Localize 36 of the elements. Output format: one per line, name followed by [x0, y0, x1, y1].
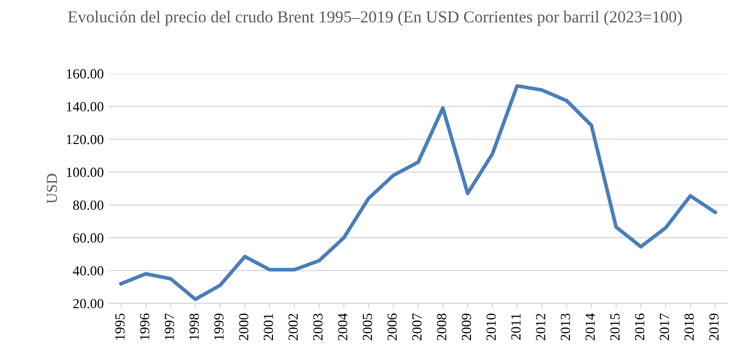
y-tick-label: 80.00: [73, 200, 104, 210]
x-tick-label: 2008: [436, 314, 446, 340]
y-tick-label: 20.00: [73, 298, 104, 308]
x-tick-label: 2011: [511, 314, 521, 340]
x-tick-label: 2017: [660, 313, 670, 340]
x-tick-label: 2001: [264, 314, 274, 340]
y-tick-label: 120.00: [66, 134, 104, 144]
y-axis-title: USD: [46, 174, 58, 204]
y-tick-label: 160.00: [66, 69, 104, 79]
x-tick-label: 2007: [412, 313, 422, 340]
x-tick-label: 2003: [313, 314, 323, 340]
x-tick-label: 2013: [560, 314, 570, 340]
x-tick-label: 2002: [288, 314, 298, 340]
x-tick-label: 1998: [189, 314, 199, 340]
x-tick-label: 2006: [387, 313, 397, 340]
x-tick-label: 2014: [585, 313, 595, 340]
x-tick-label: 2010: [486, 314, 496, 340]
x-tick-label: 2000: [238, 314, 248, 340]
x-tick-label: 1999: [214, 314, 224, 340]
y-tick-label: 140.00: [66, 102, 104, 112]
x-tick-label: 1995: [115, 314, 125, 340]
chart-title: Evolución del precio del crudo Brent 1995–2019 (En USD Corrientes por barril (2023=100): [68, 10, 682, 26]
x-tick-label: 2018: [684, 314, 694, 340]
y-tick-label: 100.00: [66, 168, 104, 178]
x-tick-label: 2019: [709, 314, 719, 340]
y-tick-label: 60.00: [73, 233, 104, 243]
x-tick-label: 1997: [164, 313, 174, 340]
x-tick-label: 1996: [140, 313, 150, 340]
x-tick-label: 2012: [536, 314, 546, 340]
x-tick-label: 2015: [610, 314, 620, 340]
x-tick-label: 2009: [462, 314, 472, 340]
x-tick-label: 2005: [362, 314, 372, 340]
y-tick-label: 40.00: [72, 266, 104, 276]
x-tick-label: 2004: [338, 313, 348, 340]
x-tick-label: 2016: [634, 313, 644, 340]
line-series: [119, 84, 717, 302]
